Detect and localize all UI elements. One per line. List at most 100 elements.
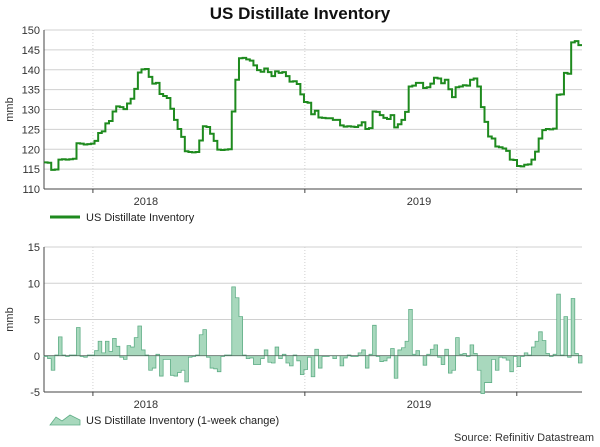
- data-point: [453, 97, 454, 98]
- data-point: [424, 87, 425, 88]
- area-bar: [48, 356, 52, 359]
- data-point: [219, 149, 220, 150]
- data-point: [388, 118, 389, 119]
- area-bar: [246, 356, 250, 359]
- area-bar: [456, 338, 460, 356]
- area-bar: [185, 356, 189, 382]
- data-point: [543, 130, 544, 131]
- data-point: [294, 81, 295, 82]
- data-point: [63, 159, 64, 160]
- area-bar: [138, 326, 142, 356]
- area-bar: [257, 356, 261, 365]
- area-bar: [149, 356, 153, 371]
- data-point: [565, 72, 566, 73]
- area-bar: [470, 345, 474, 356]
- data-point: [179, 128, 180, 129]
- data-point: [49, 162, 50, 163]
- data-point: [143, 69, 144, 70]
- data-point: [244, 57, 245, 58]
- data-point: [258, 70, 259, 71]
- y-tick-label: 130: [22, 105, 40, 117]
- area-bar: [95, 351, 99, 356]
- data-point: [67, 159, 68, 160]
- area-bar: [297, 356, 301, 361]
- area-bar: [434, 345, 438, 356]
- area-bar: [275, 347, 279, 356]
- data-point: [356, 126, 357, 127]
- data-point: [316, 110, 317, 111]
- area-bar: [401, 348, 405, 356]
- data-point: [287, 76, 288, 77]
- area-bar: [51, 356, 55, 371]
- data-point: [562, 94, 563, 95]
- area-bar: [405, 341, 409, 356]
- area-bar: [340, 356, 344, 366]
- area-bar: [239, 317, 243, 356]
- data-point: [399, 124, 400, 125]
- data-point: [478, 86, 479, 87]
- data-point: [446, 79, 447, 80]
- legend-swatch: [49, 414, 81, 426]
- x-tick-label: 2018: [134, 399, 158, 411]
- area-bar: [383, 356, 387, 361]
- data-point: [572, 42, 573, 43]
- y-axis-label: mmb: [4, 97, 16, 121]
- area-bar: [445, 349, 449, 356]
- chart-title: US Distillate Inventory: [210, 4, 391, 23]
- area-bar: [398, 350, 402, 356]
- area-bar: [492, 356, 496, 360]
- data-point: [121, 107, 122, 108]
- data-point: [251, 60, 252, 61]
- data-point: [439, 78, 440, 79]
- series-line: [44, 40, 582, 171]
- data-point: [280, 72, 281, 73]
- data-point: [233, 111, 234, 112]
- x-tick-label: 2019: [407, 196, 431, 208]
- data-point: [273, 76, 274, 77]
- area-bar: [416, 351, 420, 356]
- data-point: [569, 73, 570, 74]
- area-bar: [448, 356, 452, 373]
- x-tick-label: 2018: [134, 196, 158, 208]
- area-bar: [199, 335, 203, 356]
- data-point: [525, 164, 526, 165]
- data-point: [154, 83, 155, 84]
- data-point: [89, 143, 90, 144]
- data-point: [182, 136, 183, 137]
- data-point: [117, 106, 118, 107]
- data-point: [381, 114, 382, 115]
- area-bar: [113, 338, 117, 355]
- area-bar: [535, 341, 539, 356]
- data-point: [92, 143, 93, 144]
- data-point: [363, 122, 364, 123]
- data-point: [320, 117, 321, 118]
- area-bar: [373, 325, 377, 355]
- data-point: [327, 118, 328, 119]
- data-point: [338, 119, 339, 120]
- area-bar: [279, 356, 283, 359]
- y-tick-label: 150: [22, 25, 40, 37]
- data-point: [265, 68, 266, 69]
- y-tick-label: 125: [22, 124, 40, 136]
- data-point: [547, 128, 548, 129]
- data-point: [114, 111, 115, 112]
- data-point: [500, 147, 501, 148]
- data-point: [511, 159, 512, 160]
- area-bar: [214, 356, 218, 369]
- area-bar: [542, 341, 546, 356]
- data-point: [276, 71, 277, 72]
- area-bar: [463, 354, 467, 356]
- data-point: [359, 125, 360, 126]
- area-bar: [290, 356, 294, 366]
- y-tick-label: 140: [22, 65, 40, 77]
- data-point: [497, 146, 498, 147]
- data-point: [157, 82, 158, 83]
- area-bar: [264, 350, 268, 356]
- data-point: [421, 82, 422, 83]
- data-point: [457, 87, 458, 88]
- data-point: [482, 107, 483, 108]
- y-tick-label: -5: [30, 387, 40, 399]
- area-bar: [174, 356, 178, 376]
- data-point: [103, 131, 104, 132]
- data-point: [74, 158, 75, 159]
